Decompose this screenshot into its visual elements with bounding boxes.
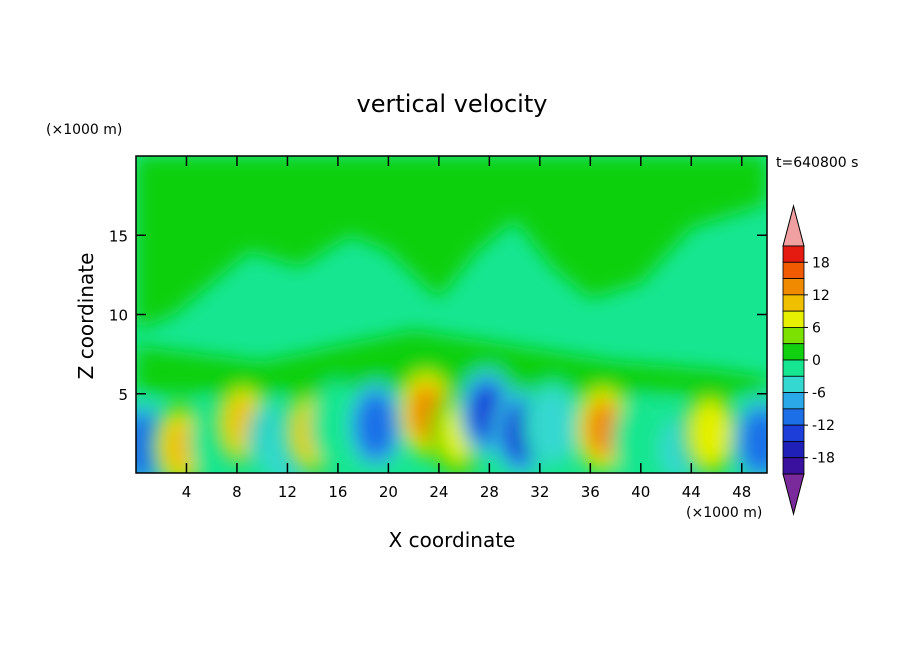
velocity-cell bbox=[694, 407, 726, 460]
colorbar-box bbox=[782, 310, 805, 328]
colorbar-min-triangle bbox=[782, 473, 805, 516]
time-label: t=640800 s bbox=[776, 155, 858, 171]
x-tick-label: 12 bbox=[278, 483, 297, 501]
colorbar-label: 18 bbox=[812, 255, 830, 271]
x-unit-label: (×1000 m) bbox=[686, 505, 762, 521]
y-tick-label: 10 bbox=[109, 307, 128, 325]
colorbar-label: 6 bbox=[812, 320, 821, 336]
y-unit-label: (×1000 m) bbox=[46, 122, 122, 138]
colorbar-box bbox=[782, 245, 805, 263]
x-tick-label: 8 bbox=[232, 483, 242, 501]
colorbar-max-triangle bbox=[782, 204, 805, 247]
y-axis-ticks: 5 10 15 bbox=[109, 227, 767, 404]
velocity-cell bbox=[164, 420, 196, 473]
x-tick-label: 40 bbox=[631, 483, 650, 501]
chart-title: vertical velocity bbox=[357, 90, 548, 118]
y-tick-label: 5 bbox=[118, 386, 128, 404]
x-tick-label: 20 bbox=[379, 483, 398, 501]
colorbar-box bbox=[782, 375, 805, 393]
velocity-cell bbox=[322, 399, 354, 452]
x-tick-label: 44 bbox=[682, 483, 701, 501]
y-axis-title: Z coordinate bbox=[74, 253, 98, 380]
colorbar-label: -12 bbox=[812, 418, 835, 434]
colorbar-label: 0 bbox=[812, 353, 821, 369]
velocity-cell bbox=[587, 402, 619, 455]
x-tick-label: 4 bbox=[182, 483, 192, 501]
contour-field bbox=[136, 156, 767, 473]
velocity-cell bbox=[136, 420, 158, 473]
x-tick-label: 28 bbox=[480, 483, 499, 501]
x-tick-label: 36 bbox=[581, 483, 600, 501]
colorbar-box bbox=[782, 327, 805, 345]
colorbar: 18 12 6 0 -6 -12 -18 bbox=[782, 204, 835, 516]
colorbar-box bbox=[782, 392, 805, 410]
colorbar-label: 12 bbox=[812, 288, 830, 304]
velocity-cell bbox=[625, 415, 657, 468]
colorbar-box bbox=[782, 343, 805, 361]
colorbar-box bbox=[782, 294, 805, 312]
x-tick-label: 32 bbox=[530, 483, 549, 501]
colorbar-box bbox=[782, 278, 805, 296]
colorbar-box bbox=[782, 408, 805, 426]
colorbar-label: -18 bbox=[812, 451, 835, 467]
velocity-cell bbox=[537, 399, 568, 452]
upper-green-region bbox=[136, 156, 767, 331]
colorbar-box bbox=[782, 457, 805, 475]
x-axis-title: X coordinate bbox=[389, 528, 516, 552]
x-tick-label: 48 bbox=[732, 483, 751, 501]
colorbar-box bbox=[782, 441, 805, 459]
x-tick-label: 24 bbox=[429, 483, 448, 501]
y-tick-label: 15 bbox=[109, 227, 128, 245]
colorbar-box bbox=[782, 261, 805, 279]
x-tick-label: 16 bbox=[328, 483, 347, 501]
colorbar-box bbox=[782, 424, 805, 442]
velocity-cell bbox=[360, 399, 392, 452]
velocity-cell bbox=[745, 415, 767, 468]
colorbar-label: -6 bbox=[812, 386, 826, 402]
mid-green-region bbox=[136, 330, 767, 394]
colorbar-box bbox=[782, 359, 805, 377]
x-axis-ticks: 4 8 12 16 20 24 28 32 36 40 44 48 bbox=[182, 156, 751, 501]
